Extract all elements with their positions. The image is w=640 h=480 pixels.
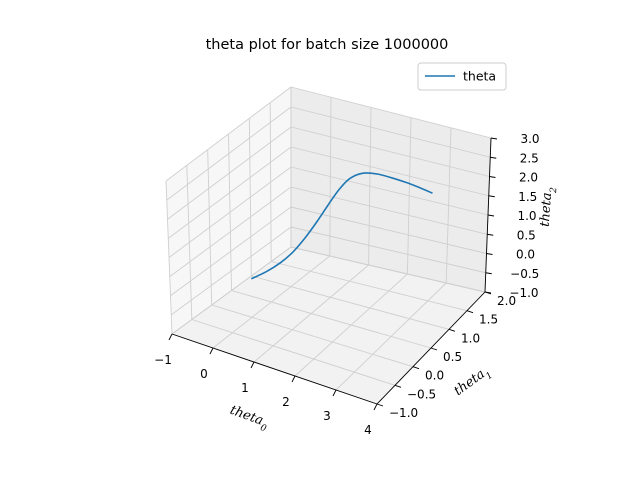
grid-line-z-left bbox=[167, 146, 292, 239]
x-tick-mark bbox=[250, 361, 255, 369]
z-tick-mark bbox=[490, 137, 498, 140]
z-tick-mark bbox=[489, 176, 496, 178]
y-tick-label: 1.5 bbox=[479, 313, 498, 327]
y-tick-label: 1.0 bbox=[461, 331, 480, 345]
series-layer bbox=[250, 172, 433, 280]
y-tick-mark bbox=[394, 384, 402, 388]
grid-line-z-back bbox=[290, 146, 489, 197]
y-axis-label: theta1 bbox=[451, 363, 495, 402]
chart-title: theta plot for batch size 1000000 bbox=[206, 37, 449, 53]
grid-line-z-back bbox=[290, 226, 486, 274]
grid-line-z-back bbox=[290, 166, 489, 216]
x-tick-label: −1 bbox=[154, 353, 172, 367]
left-pane bbox=[166, 87, 291, 334]
axis-ticks: −101234−1.0−0.50.00.51.01.52.0−1.0−0.50.… bbox=[154, 132, 539, 437]
grid-line-z-back bbox=[290, 106, 491, 158]
z-tick-mark bbox=[487, 214, 495, 217]
x-axis-label: theta0 bbox=[226, 403, 270, 435]
z-tick-mark bbox=[487, 233, 494, 236]
z-tick-label: −1.0 bbox=[509, 286, 538, 300]
z-tick-mark bbox=[486, 253, 493, 255]
x-tick-mark bbox=[209, 347, 214, 355]
z-tick-label: 1.0 bbox=[517, 209, 536, 223]
x-tick-mark bbox=[332, 389, 337, 397]
z-tick-mark bbox=[485, 272, 492, 275]
grid-line-z-left bbox=[170, 206, 292, 297]
z-axis-label: theta2 bbox=[538, 186, 560, 227]
x-tick-label: 3 bbox=[323, 409, 331, 423]
z-tick-label: 2.5 bbox=[520, 151, 539, 165]
series-line-theta bbox=[250, 172, 433, 280]
legend-box bbox=[417, 62, 507, 91]
y-tick-mark bbox=[430, 347, 438, 351]
grid-line-z-left bbox=[171, 246, 292, 335]
y-tick-label: −0.5 bbox=[407, 387, 436, 401]
y-tick-label: −1.0 bbox=[389, 406, 418, 420]
z-tick-label: −0.5 bbox=[510, 267, 539, 281]
y-tick-mark bbox=[466, 310, 474, 314]
grid-line-z-back bbox=[290, 86, 492, 139]
grid-line-z-left bbox=[168, 166, 292, 258]
z-tick-mark bbox=[484, 291, 492, 294]
grid-line-z-back bbox=[290, 186, 488, 235]
grid-line-y-floor bbox=[211, 304, 414, 368]
grid-line-z-left bbox=[169, 186, 292, 277]
z-tick-mark bbox=[490, 156, 497, 159]
x-tick-label: 0 bbox=[200, 367, 208, 381]
z-tick-label: 3.0 bbox=[520, 132, 539, 146]
grid-lines bbox=[165, 86, 492, 405]
grid-line-z-back bbox=[290, 246, 486, 293]
y-tick-label: 0.5 bbox=[443, 350, 462, 364]
y-tick-mark bbox=[376, 403, 384, 407]
z-tick-label: 0.5 bbox=[517, 228, 536, 242]
z-tick-label: 1.5 bbox=[518, 190, 537, 204]
x-tick-label: 4 bbox=[364, 423, 372, 437]
legend-label-theta: theta bbox=[463, 69, 496, 84]
grid-line-z-left bbox=[165, 86, 292, 182]
x-axis-line bbox=[171, 333, 378, 405]
back-pane bbox=[291, 87, 491, 292]
x-tick-mark bbox=[373, 403, 378, 411]
grid-line-z-left bbox=[166, 106, 292, 201]
z-tick-label: 2.0 bbox=[519, 171, 538, 185]
x-tick-mark bbox=[168, 333, 173, 341]
grid-line-z-left bbox=[167, 126, 292, 220]
x-tick-label: 1 bbox=[241, 381, 249, 395]
legend: theta bbox=[417, 62, 507, 91]
y-tick-label: 2.0 bbox=[497, 294, 516, 308]
x-tick-label: 2 bbox=[282, 395, 290, 409]
grid-line-z-back bbox=[290, 126, 490, 177]
y-tick-mark bbox=[412, 366, 420, 370]
z-tick-label: 0.0 bbox=[516, 248, 535, 262]
z-tick-mark bbox=[488, 195, 495, 198]
y-tick-mark bbox=[448, 328, 456, 332]
grid-line-y-floor bbox=[231, 290, 432, 349]
grid-line-y-floor bbox=[251, 275, 450, 330]
grid-line-z-back bbox=[290, 206, 487, 254]
y-tick-label: 0.0 bbox=[425, 369, 444, 383]
grid-line-y-floor bbox=[271, 261, 468, 312]
grid-line-z-left bbox=[170, 226, 292, 316]
grid-line-y-floor bbox=[191, 319, 396, 386]
x-tick-mark bbox=[291, 375, 296, 383]
